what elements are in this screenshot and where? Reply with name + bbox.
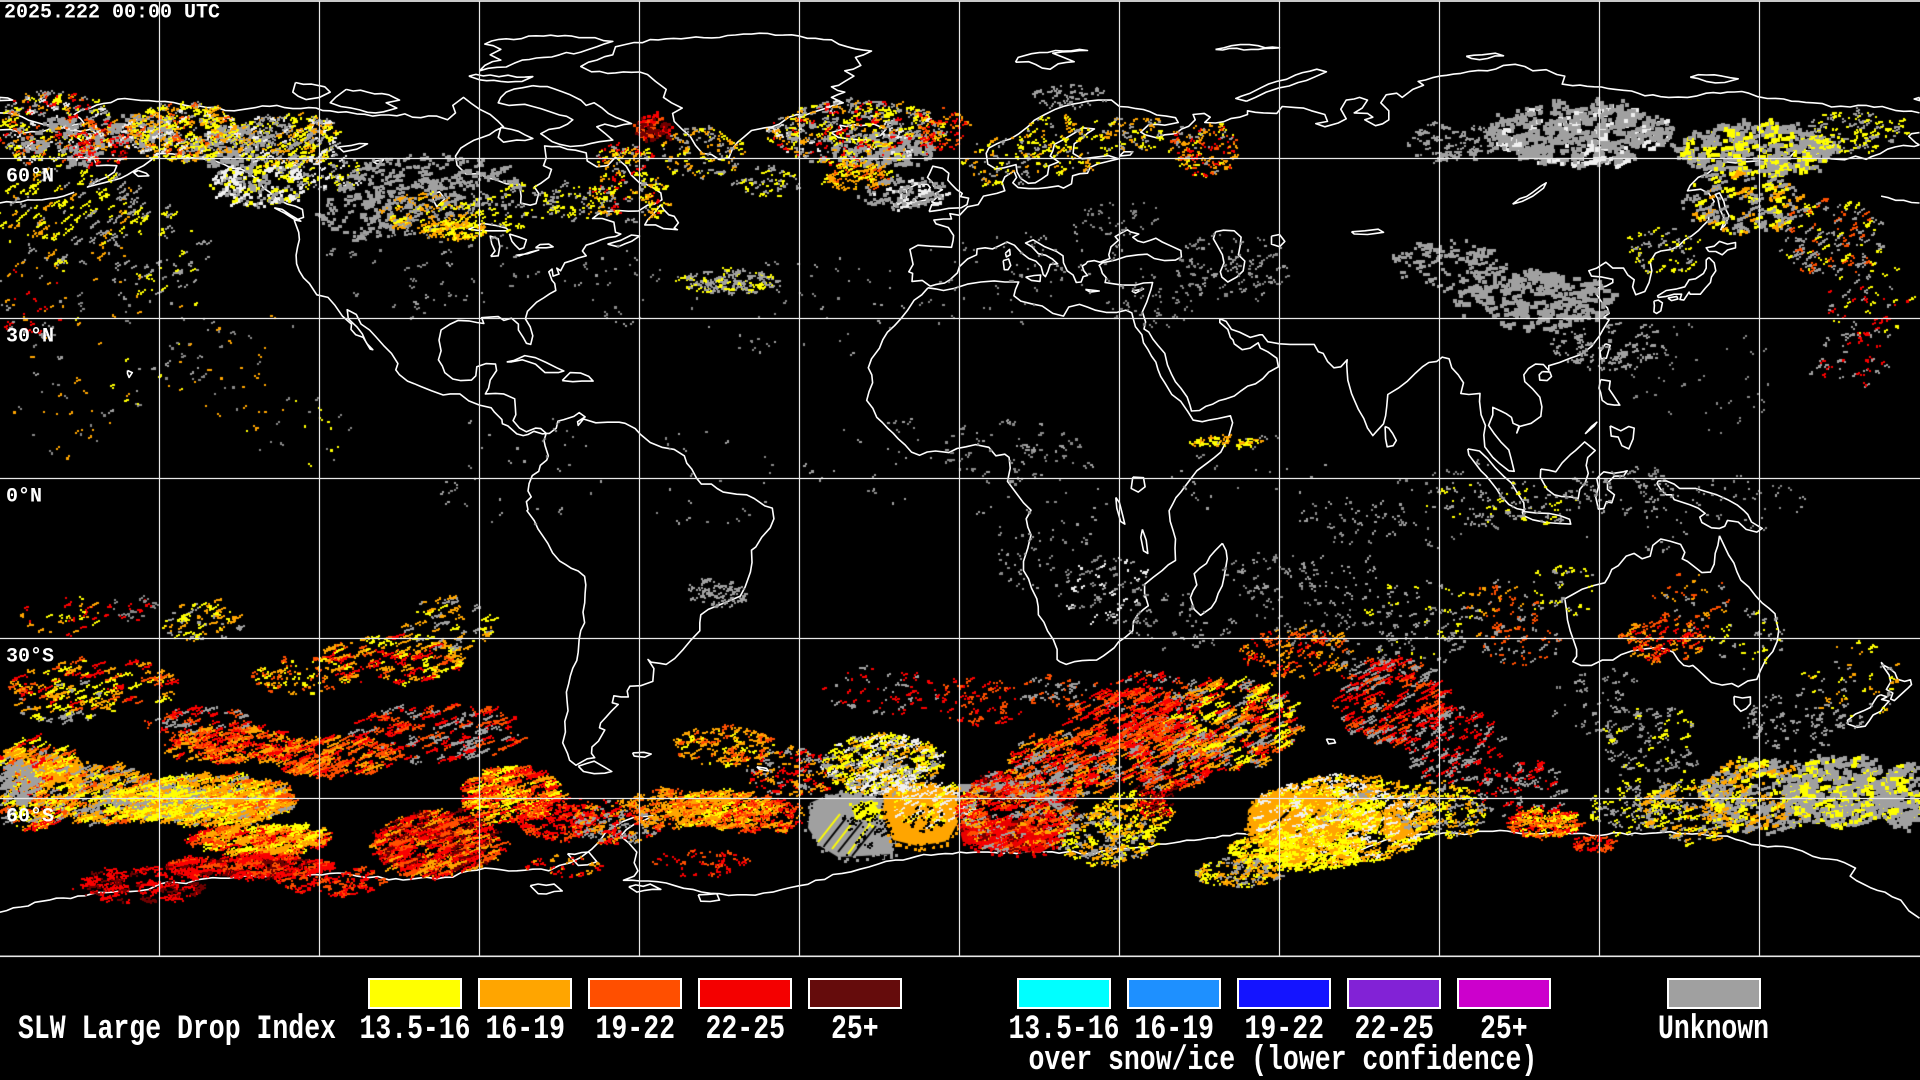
svg-text:13.5-16: 13.5-16 bbox=[1009, 1011, 1120, 1049]
svg-text:30°N: 30°N bbox=[6, 326, 54, 349]
svg-text:60°N: 60°N bbox=[6, 166, 54, 189]
svg-text:SLW Large Drop Index: SLW Large Drop Index bbox=[18, 1011, 336, 1049]
svg-text:16-19: 16-19 bbox=[1135, 1011, 1215, 1049]
svg-text:30°S: 30°S bbox=[6, 646, 54, 669]
svg-text:25+: 25+ bbox=[1480, 1011, 1528, 1049]
svg-text:Unknown: Unknown bbox=[1658, 1011, 1769, 1049]
svg-text:22-25: 22-25 bbox=[1355, 1011, 1435, 1049]
svg-text:22-25: 22-25 bbox=[706, 1011, 786, 1049]
svg-text:16-19: 16-19 bbox=[486, 1011, 566, 1049]
svg-text:60°S: 60°S bbox=[6, 806, 54, 829]
svg-text:19-22: 19-22 bbox=[596, 1011, 676, 1049]
svg-text:13.5-16: 13.5-16 bbox=[360, 1011, 471, 1049]
svg-text:2025.222 00:00 UTC: 2025.222 00:00 UTC bbox=[4, 2, 220, 25]
svg-text:0°N: 0°N bbox=[6, 486, 42, 509]
svg-text:over snow/ice (lower confidenc: over snow/ice (lower confidence) bbox=[1029, 1042, 1538, 1080]
svg-text:19-22: 19-22 bbox=[1245, 1011, 1325, 1049]
svg-text:25+: 25+ bbox=[831, 1011, 879, 1049]
